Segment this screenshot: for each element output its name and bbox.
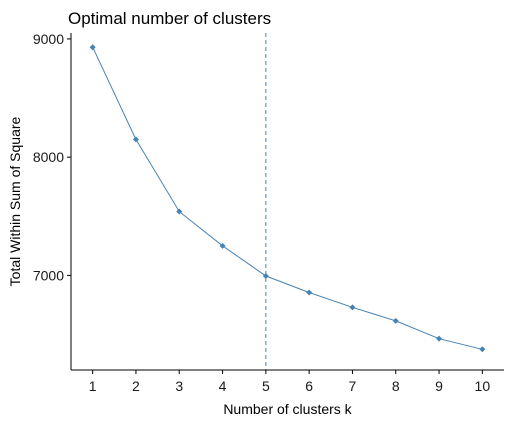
chart-title: Optimal number of clusters <box>68 9 271 28</box>
x-tick-label: 10 <box>475 378 491 394</box>
x-tick-label: 4 <box>219 378 227 394</box>
y-tick-label: 8000 <box>33 149 64 165</box>
x-tick-label: 7 <box>349 378 357 394</box>
x-tick-label: 9 <box>435 378 443 394</box>
plot-area <box>89 33 486 370</box>
data-point <box>219 242 226 249</box>
x-tick-label: 2 <box>132 378 140 394</box>
data-point <box>392 317 399 324</box>
y-tick-label: 9000 <box>33 31 64 47</box>
x-tick-label: 8 <box>392 378 400 394</box>
x-axis-ticks: 1 2 3 4 5 6 7 8 9 10 <box>89 370 491 394</box>
x-tick-label: 6 <box>305 378 313 394</box>
data-point <box>306 289 313 296</box>
data-point <box>479 346 486 353</box>
data-point <box>436 335 443 342</box>
x-tick-label: 1 <box>89 378 97 394</box>
y-axis-ticks: 7000 8000 9000 <box>33 31 71 283</box>
series-line <box>92 46 483 350</box>
data-point <box>132 136 139 143</box>
x-tick-label: 3 <box>175 378 183 394</box>
y-tick-label: 7000 <box>33 267 64 283</box>
data-point <box>176 208 183 215</box>
y-axis-title: Total Within Sum of Square <box>7 116 23 286</box>
data-point <box>89 44 96 51</box>
data-point <box>349 304 356 311</box>
x-axis-title: Number of clusters k <box>223 401 352 417</box>
data-point <box>262 272 269 279</box>
x-tick-label: 5 <box>262 378 270 394</box>
